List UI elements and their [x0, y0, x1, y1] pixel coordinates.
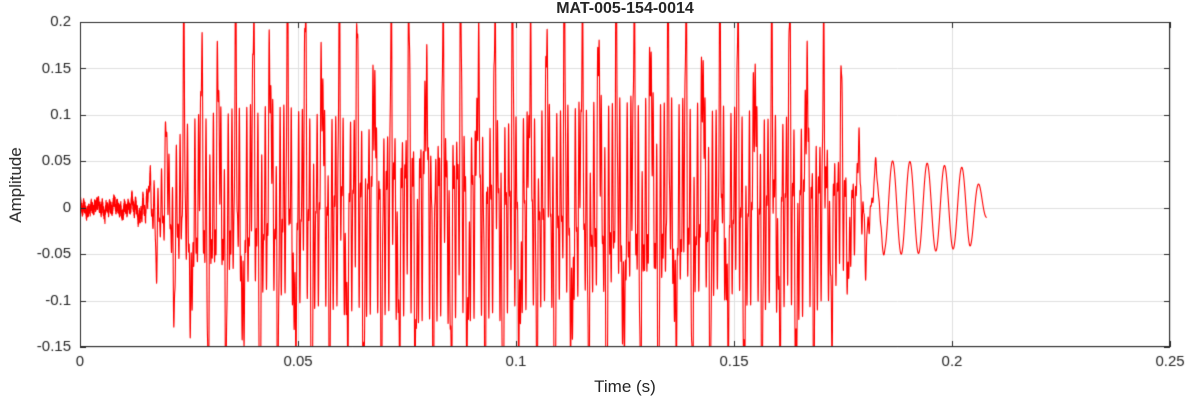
chart-title: MAT-005-154-0014 [556, 0, 694, 17]
x-axis-label: Time (s) [594, 377, 656, 396]
y-axis-label: Amplitude [6, 147, 25, 223]
